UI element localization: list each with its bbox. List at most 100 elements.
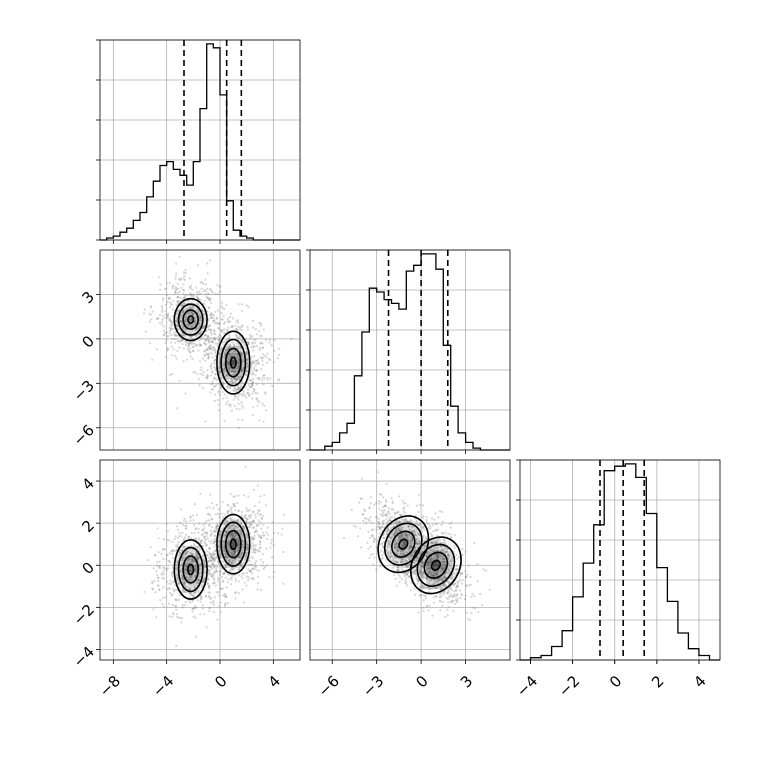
scatter-point: [230, 370, 233, 373]
scatter-point: [400, 557, 403, 560]
scatter-point: [435, 573, 438, 576]
scatter-point: [251, 370, 254, 374]
scatter-point: [238, 528, 241, 531]
scatter-point: [236, 325, 240, 328]
scatter-point: [250, 514, 253, 517]
scatter-point: [365, 517, 368, 520]
scatter-point: [244, 581, 247, 584]
scatter-point: [166, 301, 169, 304]
scatter-point: [231, 373, 234, 376]
scatter-point: [176, 615, 179, 618]
scatter-point: [240, 392, 243, 396]
scatter-point: [242, 572, 245, 575]
scatter-point: [420, 569, 423, 572]
scatter-point: [182, 311, 185, 314]
scatter-point: [179, 570, 183, 573]
scatter-point: [417, 493, 420, 496]
scatter-point: [375, 528, 378, 531]
scatter-point: [191, 559, 194, 562]
scatter-point: [423, 544, 426, 548]
scatter-point: [148, 320, 151, 323]
scatter-point: [191, 358, 194, 361]
scatter-point: [228, 533, 232, 536]
contour-level-2: [182, 309, 199, 330]
scatter-point: [194, 605, 197, 608]
scatter-point: [218, 371, 222, 374]
scatter-point: [444, 615, 447, 618]
scatter-point: [240, 353, 243, 356]
scatter-point: [421, 574, 424, 577]
scatter-point: [175, 566, 178, 569]
scatter-point: [409, 543, 412, 546]
scatter-point: [218, 533, 221, 536]
scatter-point: [191, 559, 194, 562]
scatter-point: [447, 590, 450, 594]
scatter-point: [442, 584, 445, 587]
scatter-point: [229, 507, 232, 510]
scatter-point: [230, 567, 233, 571]
scatter-point: [229, 535, 232, 538]
scatter-point: [186, 307, 189, 310]
scatter-point: [416, 546, 419, 549]
scatter-point: [380, 542, 383, 545]
scatter-point: [407, 570, 411, 574]
scatter-point: [271, 521, 274, 524]
scatter-point: [225, 532, 228, 535]
y-tick-label: 0: [79, 559, 98, 578]
scatter-point: [236, 387, 239, 391]
scatter-point: [175, 319, 178, 322]
scatter-point: [217, 335, 220, 339]
scatter-point: [208, 584, 211, 588]
scatter-point: [417, 533, 421, 536]
scatter-point: [165, 335, 168, 338]
scatter-point: [169, 580, 172, 583]
scatter-point: [168, 332, 171, 335]
scatter-point: [197, 579, 200, 582]
contour-level-1: [220, 338, 247, 387]
scatter-point: [236, 549, 239, 552]
scatter-point: [172, 613, 175, 616]
scatter-point: [404, 559, 407, 562]
scatter-point: [215, 503, 218, 507]
scatter-point: [174, 290, 177, 294]
scatter-point: [404, 534, 407, 537]
scatter-point: [213, 347, 216, 350]
density-cell: [230, 558, 237, 568]
scatter-point: [165, 568, 168, 572]
scatter-point: [422, 515, 425, 518]
scatter-point: [225, 530, 228, 533]
scatter-point: [212, 574, 215, 577]
scatter-point: [411, 529, 415, 532]
scatter-point: [270, 344, 273, 347]
scatter-point: [198, 290, 201, 293]
scatter-point: [401, 578, 404, 581]
scatter-point: [206, 310, 209, 313]
scatter-point: [383, 526, 386, 529]
scatter-point: [217, 577, 220, 580]
scatter-point: [421, 550, 424, 553]
scatter-point: [400, 549, 403, 552]
scatter-point: [212, 577, 215, 580]
scatter-point: [399, 513, 402, 516]
scatter-point: [241, 572, 244, 575]
scatter-point: [149, 342, 152, 345]
scatter-point: [243, 344, 246, 347]
scatter-point: [253, 360, 256, 363]
scatter-point: [199, 547, 202, 551]
scatter-point: [400, 558, 403, 561]
scatter-point: [422, 563, 425, 566]
scatter-point: [373, 503, 376, 506]
scatter-point: [212, 507, 215, 510]
scatter-point: [236, 353, 239, 356]
scatter-point: [405, 520, 408, 523]
scatter-point: [423, 546, 426, 549]
scatter-point: [238, 336, 241, 340]
density-cell: [446, 560, 453, 570]
scatter-point: [245, 352, 248, 355]
scatter-point: [253, 505, 256, 508]
scatter-point: [199, 246, 201, 248]
scatter-point: [242, 525, 245, 529]
scatter-point: [196, 557, 199, 561]
scatter-point: [273, 349, 276, 352]
